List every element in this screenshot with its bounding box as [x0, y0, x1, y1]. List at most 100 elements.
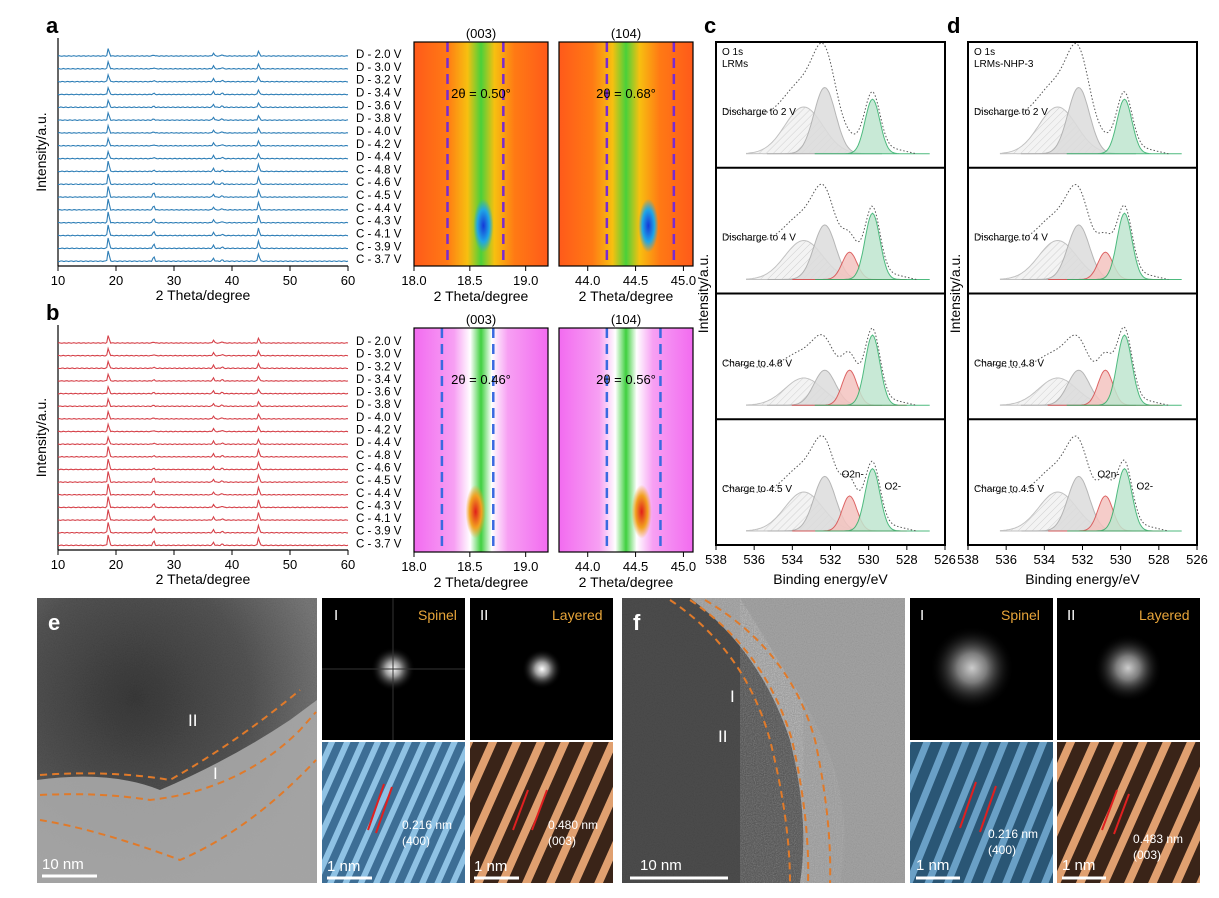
x-tick-label: 20 [109, 273, 123, 288]
lattice-mark-f-ii-a [1101, 789, 1118, 831]
lattice-image-e-i [322, 742, 465, 883]
xrd-trace [57, 446, 349, 458]
fft-roman-e-ii: II [480, 607, 488, 624]
x-tick-label: 30 [167, 557, 181, 572]
heatmap-frame [558, 327, 694, 553]
x-tick-label: 30 [167, 273, 181, 288]
xrd-trace [57, 237, 349, 250]
lattice-d-f-i: 0.216 nm [988, 827, 1038, 841]
xps-envelope [977, 435, 1169, 532]
xps-envelope [977, 326, 1169, 406]
xrd-trace [57, 72, 349, 83]
region-boundary-e1 [39, 689, 301, 782]
xrd-trace [57, 48, 349, 57]
series-label: D - 4.2 V [356, 139, 402, 151]
xrd-plot-a: 10 20 30 40 50 60 2 Theta/degree Intensity/a.u.… [33, 38, 402, 303]
x-tick-label: 19.0 [513, 559, 538, 574]
contour-maps-a: (003)2θ = 0.50°18.0 18.5 19.02 Theta/degre… [401, 26, 696, 304]
xps-plot-c: Discharge to 2 V Discharge to 4 V Charge t… [695, 41, 956, 587]
fit-O2- [1066, 98, 1182, 155]
xrd-trace [57, 509, 349, 521]
fft-phase-f-ii: Layered [1139, 607, 1190, 623]
xps-row-label: Discharge to 2 V [722, 107, 796, 118]
fit-O2- [1066, 334, 1182, 406]
x-tick-label: 18.5 [457, 559, 482, 574]
fit-O2- [1067, 467, 1182, 532]
x-tick-label: 528 [896, 552, 918, 567]
region-label-e-i: I [213, 764, 218, 783]
lattice-image-f-i [910, 742, 1053, 883]
xrd-trace [57, 496, 349, 509]
fft-roman-e-i: I [334, 607, 338, 624]
x-tick-label: 45.0 [671, 273, 696, 288]
x-tick-label: 19.0 [513, 273, 538, 288]
xps-plot-d: Discharge to 2 V Discharge to 4 V Charge t… [947, 41, 1208, 587]
xrd-trace [57, 110, 349, 121]
lattice-mark-e-i-b [375, 786, 393, 834]
series-label: C - 4.6 V [356, 462, 402, 474]
lattice-mark-f-ii-b [1113, 793, 1130, 835]
y-axis-label: Intensity/a.u. [947, 254, 963, 333]
series-label: D - 3.8 V [356, 113, 402, 125]
series-label: C - 4.8 V [356, 164, 402, 176]
y-axis-label: Intensity/a.u. [695, 254, 711, 333]
tem-panel-e: e II I 10 nm I Spinel II Layered 0.216 n… [37, 598, 613, 883]
fft-phase-e-ii: Layered [552, 607, 603, 623]
xrd-trace [57, 346, 349, 357]
x-axis-label: 2 Theta/degree [156, 287, 251, 303]
x-axis-label: 2 Theta/degree [156, 571, 251, 587]
fit-O2- [815, 212, 930, 280]
fft-phase-e-i: Spinel [418, 607, 457, 623]
series-label: C - 4.8 V [356, 450, 402, 462]
x-axis-label: 2 Theta/degree [579, 574, 674, 590]
xrd-trace [57, 372, 349, 382]
xps-envelope [725, 42, 917, 155]
x-tick-label: 44.0 [575, 273, 600, 288]
y-axis-label: Intensity/a.u. [33, 398, 49, 477]
series-label: D - 4.0 V [356, 126, 402, 138]
series-label: C - 4.5 V [356, 190, 402, 202]
series-label: C - 4.4 V [356, 488, 402, 500]
contour-maps-b: (003)2θ = 0.46°18.0 18.5 19.02 Theta/degre… [401, 312, 696, 590]
fft-spot-e-ii [522, 649, 562, 689]
series-label: D - 4.2 V [356, 425, 402, 437]
series-label: C - 4.3 V [356, 216, 402, 228]
x-tick-label: 60 [341, 273, 355, 288]
series-label: C - 4.3 V [356, 500, 402, 512]
series-label: D - 3.8 V [356, 399, 402, 411]
region-label-f-ii: II [718, 727, 727, 746]
annotation-O2n: O2n- [1097, 469, 1119, 480]
heatmap-annotation: 2θ = 0.56° [596, 372, 656, 387]
series-label: D - 3.6 V [356, 387, 402, 399]
series-label: D - 4.0 V [356, 412, 402, 424]
x-tick-label: 44.0 [575, 559, 600, 574]
heatmap-title: (104) [611, 312, 641, 327]
annotation-O2n: O2n- [842, 469, 864, 480]
heatmap-annotation: 2θ = 0.46° [451, 372, 511, 387]
xps-envelope [977, 184, 1169, 280]
x-tick-label: 18.5 [457, 273, 482, 288]
series-label: D - 2.0 V [356, 49, 402, 61]
xps-row-label: Discharge to 2 V [974, 107, 1048, 118]
x-tick-label: 40 [225, 273, 239, 288]
xrd-trace [57, 250, 349, 263]
panel-label-a: a [46, 13, 59, 38]
xrd-trace [57, 396, 349, 408]
xrd-trace [57, 534, 349, 547]
lattice-plane-f-i: (400) [988, 843, 1016, 857]
xps-row-label: Discharge to 4 V [722, 233, 796, 244]
series-label: D - 3.2 V [356, 75, 402, 87]
region-boundary-f3 [704, 599, 832, 884]
series-label: D - 4.4 V [356, 437, 402, 449]
xrd-trace [57, 335, 349, 344]
scale-label-e: 10 nm [42, 856, 84, 873]
x-axis-label: 2 Theta/degree [579, 288, 674, 304]
xrd-trace [58, 136, 349, 147]
scale-label-e-i: 1 nm [327, 858, 360, 875]
xrd-trace [57, 85, 349, 96]
lattice-image-f-ii [1057, 742, 1200, 883]
lattice-d-e-i: 0.216 nm [402, 818, 452, 832]
tem-panel-f: f I II 10 nm I Spinel II Layered 0.216 n… [622, 598, 1200, 884]
x-tick-label: 532 [1072, 552, 1094, 567]
